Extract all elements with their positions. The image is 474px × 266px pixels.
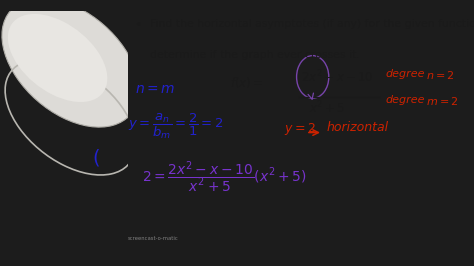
Text: $2x^2 - x - 10$: $2x^2 - x - 10$ [301, 69, 374, 85]
Ellipse shape [8, 14, 107, 102]
Text: screencast-o-matic: screencast-o-matic [128, 236, 179, 242]
Text: degree: degree [385, 69, 425, 79]
Text: $x^2 + 5$: $x^2 + 5$ [310, 99, 346, 116]
Text: Find the horizontal asymptotes (if any) for the given function.  Then: Find the horizontal asymptotes (if any) … [150, 19, 474, 29]
Text: $n=m$: $n=m$ [135, 82, 175, 96]
Text: horizontal: horizontal [326, 121, 388, 134]
Text: $y=2$: $y=2$ [284, 121, 316, 137]
Text: $n=2$: $n=2$ [426, 69, 455, 81]
Text: $f(x) =$: $f(x) =$ [229, 74, 263, 90]
Text: $m=2$: $m=2$ [426, 95, 459, 107]
Ellipse shape [2, 0, 139, 127]
Text: determine if the graph ever crosses it.: determine if the graph ever crosses it. [150, 50, 360, 60]
Text: $2 = \dfrac{2x^2-x-10}{x^2+5}(x^2+5)$: $2 = \dfrac{2x^2-x-10}{x^2+5}(x^2+5)$ [142, 160, 306, 195]
Text: $($: $($ [92, 147, 100, 168]
Text: degree: degree [385, 95, 425, 105]
Text: •: • [134, 19, 141, 32]
Text: $y = \dfrac{a_n}{b_m} = \dfrac{2}{1} = 2$: $y = \dfrac{a_n}{b_m} = \dfrac{2}{1} = 2… [128, 111, 224, 140]
